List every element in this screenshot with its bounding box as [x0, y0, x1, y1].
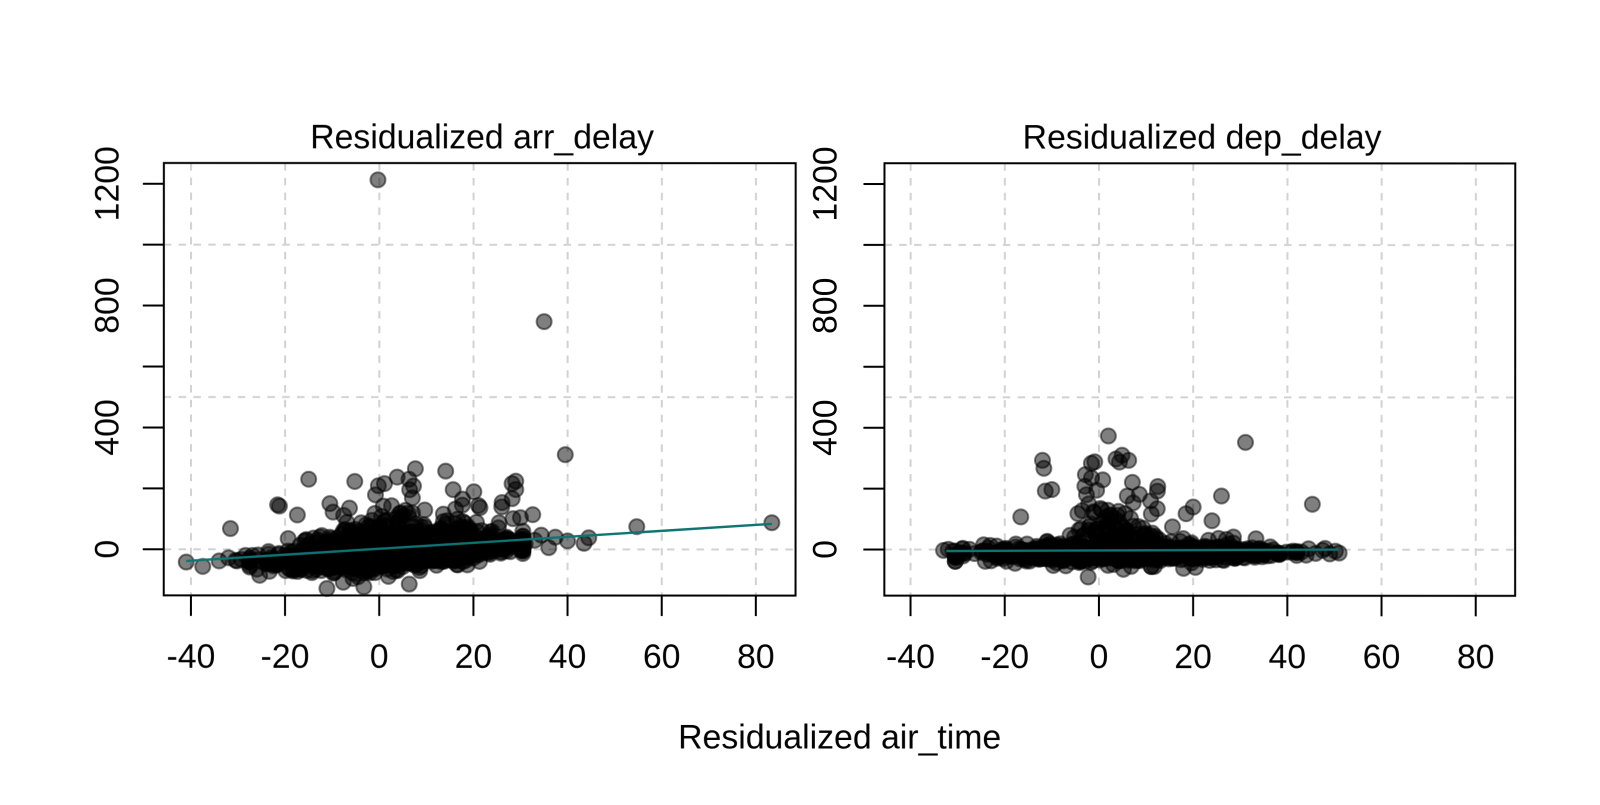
svg-text:40: 40 [1269, 638, 1307, 676]
svg-text:20: 20 [1174, 638, 1212, 676]
svg-text:0: 0 [370, 638, 389, 676]
svg-text:1200: 1200 [807, 146, 845, 221]
svg-text:400: 400 [89, 399, 127, 455]
svg-text:800: 800 [89, 277, 127, 333]
svg-text:1200: 1200 [89, 146, 127, 221]
svg-text:-20: -20 [980, 638, 1029, 676]
svg-text:20: 20 [455, 638, 493, 676]
svg-text:0: 0 [1090, 638, 1109, 676]
svg-text:Residualized arr_delay: Residualized arr_delay [310, 118, 654, 156]
svg-text:0: 0 [806, 540, 844, 559]
svg-text:0: 0 [89, 540, 127, 559]
svg-text:-40: -40 [166, 638, 215, 676]
svg-text:60: 60 [643, 638, 681, 676]
svg-text:40: 40 [549, 638, 587, 676]
svg-text:60: 60 [1363, 638, 1401, 676]
svg-text:-20: -20 [261, 638, 310, 676]
svg-text:800: 800 [807, 278, 845, 334]
svg-text:400: 400 [806, 400, 844, 456]
svg-text:80: 80 [737, 638, 775, 676]
svg-text:-40: -40 [886, 638, 935, 676]
svg-text:80: 80 [1457, 638, 1495, 676]
svg-text:Residualized air_time: Residualized air_time [678, 719, 1001, 757]
svg-text:Residualized dep_delay: Residualized dep_delay [1023, 118, 1382, 156]
